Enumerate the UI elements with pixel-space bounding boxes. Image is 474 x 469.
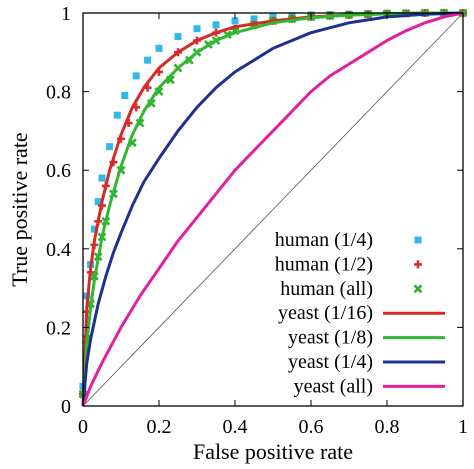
legend-label: human (1/2) [275, 253, 373, 275]
series-6 [81, 11, 464, 407]
x-tick-label: 1 [458, 416, 468, 438]
series-line [81, 11, 464, 407]
legend-label: yeast (all) [294, 375, 373, 397]
data-point [106, 143, 114, 151]
series-line [81, 11, 464, 407]
data-point [113, 111, 121, 119]
data-point [132, 72, 140, 80]
ticks-layer: 0 0.2 0.4 0.6 0.8 1 0 0.2 0.4 0.6 0.8 1 [46, 3, 468, 438]
legend-swatch [413, 284, 423, 294]
series-0 [79, 9, 467, 390]
series-4 [81, 11, 463, 407]
plot-frame [82, 12, 464, 407]
legend: human (1/4)human (1/2)human (all)yeast (… [275, 229, 445, 397]
data-point [98, 174, 106, 182]
y-tick-label: 0.4 [46, 239, 71, 261]
y-tick-label: 0.6 [46, 160, 71, 182]
legend-label: yeast (1/8) [288, 327, 373, 349]
series-2 [78, 8, 468, 399]
y-tick-label: 0.2 [46, 317, 71, 339]
series-1 [79, 9, 467, 399]
legend-swatch [414, 236, 422, 244]
data-point [193, 25, 201, 33]
legend-label: human (1/4) [275, 229, 373, 251]
x-tick-label: 0 [78, 416, 88, 438]
legend-swatch [414, 260, 422, 269]
data-point [90, 225, 98, 233]
x-tick-label: 0.4 [223, 416, 248, 438]
data-point [121, 92, 129, 100]
y-tick-label: 0 [61, 396, 71, 418]
data-point [231, 17, 239, 25]
series-line [81, 11, 463, 407]
data-point [144, 56, 152, 64]
data-point [94, 198, 102, 206]
series-5 [81, 11, 464, 407]
x-tick-label: 0.2 [147, 416, 172, 438]
data-point [250, 15, 258, 23]
legend-label: human (all) [280, 278, 373, 300]
x-tick-label: 0.8 [375, 416, 400, 438]
diagonal-line [82, 12, 464, 407]
x-tick-label: 0.6 [299, 416, 324, 438]
legend-label: yeast (1/4) [288, 351, 373, 373]
y-axis-label: True positive rate [7, 132, 32, 286]
series-layer [78, 8, 468, 407]
y-tick-label: 0.8 [46, 82, 71, 104]
diagonal-layer [82, 12, 464, 407]
data-point [174, 33, 182, 41]
y-tick-label: 1 [61, 3, 71, 25]
data-point [155, 44, 163, 52]
legend-label: yeast (1/16) [278, 302, 373, 324]
x-axis-label: False positive rate [193, 439, 353, 464]
data-point [212, 21, 220, 29]
